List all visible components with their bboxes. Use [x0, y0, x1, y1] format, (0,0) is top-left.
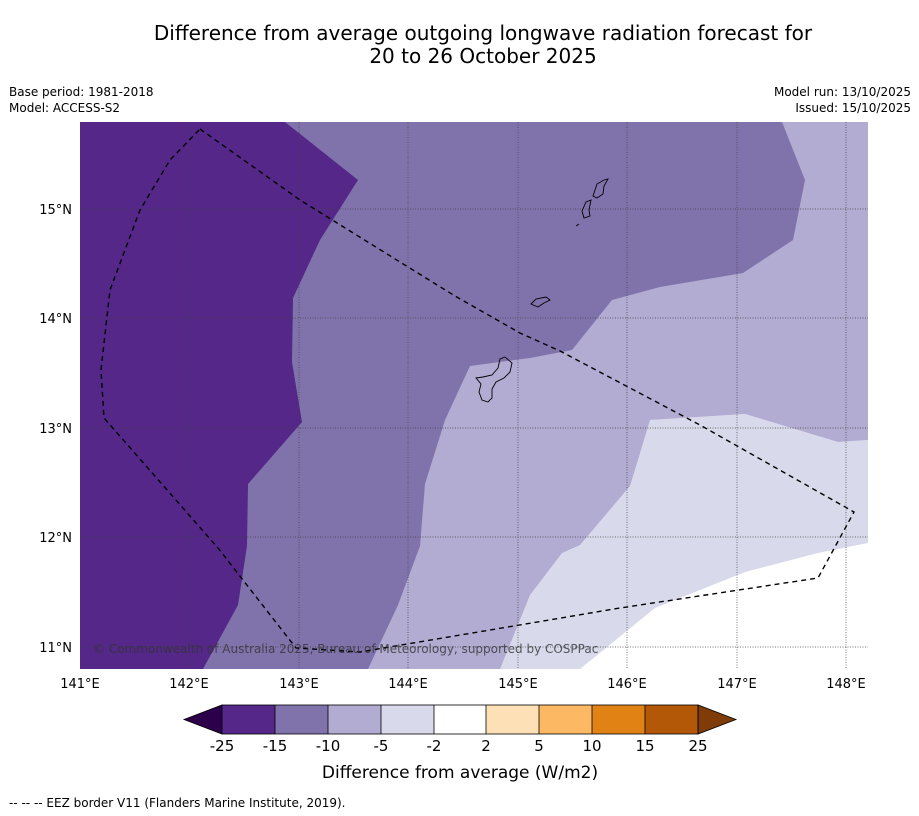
- chart-title: Difference from average outgoing longwav…: [0, 22, 919, 68]
- lat-label: 12°N: [39, 531, 72, 546]
- shaded-map: [80, 122, 868, 669]
- lon-label: 145°E: [498, 677, 538, 692]
- issued-text: Issued: 15/10/2025: [795, 101, 911, 115]
- colorbar-outline: [221, 704, 699, 735]
- colorbar-label: Difference from average (W/m2): [322, 763, 598, 783]
- colorbar-cell: [486, 705, 539, 734]
- colorbar-tick: 2: [481, 737, 491, 755]
- island-guam: [475, 356, 513, 403]
- islands: [475, 178, 609, 403]
- lon-label: 142°E: [169, 677, 209, 692]
- lon-label: 146°E: [607, 677, 647, 692]
- colorbar-tick: -15: [263, 737, 288, 755]
- colorbar-cell: [381, 705, 434, 734]
- colorbar-tick: -10: [316, 737, 341, 755]
- colorbar-cell: [222, 705, 275, 734]
- lon-label: 144°E: [388, 677, 428, 692]
- colorbar-tick: -2: [427, 737, 442, 755]
- colorbar-tick: -25: [210, 737, 235, 755]
- title-line-1: Difference from average outgoing longwav…: [153, 21, 813, 45]
- colorbar-extend-high: [697, 704, 738, 735]
- band-m25-m15: [80, 122, 358, 669]
- meta-right: Model run: 13/10/2025 Issued: 15/10/2025: [774, 84, 911, 116]
- colorbar-tick: 5: [534, 737, 544, 755]
- lon-label: 147°E: [717, 677, 757, 692]
- colorbar-cell: [434, 705, 486, 734]
- lon-label: 143°E: [279, 677, 319, 692]
- colorbar-cell: [645, 705, 698, 734]
- lat-label: 13°N: [39, 422, 72, 437]
- lon-label: 148°E: [826, 677, 866, 692]
- copyright-text: © Commonwealth of Australia 2025, Bureau…: [93, 642, 598, 656]
- lat-labels: 15°N 14°N 13°N 12°N 11°N: [39, 203, 72, 656]
- island-aguijan: [575, 223, 580, 227]
- colorbar-tick: -5: [374, 737, 389, 755]
- base-period-text: Base period: 1981-2018: [9, 85, 154, 99]
- colorbar: -25 -15 -10 -5 -2 2 5 10 15 25 Differenc…: [182, 704, 738, 783]
- lat-label: 14°N: [39, 312, 72, 327]
- colorbar-cell: [592, 705, 645, 734]
- lon-labels: 141°E 142°E 143°E 144°E 145°E 146°E 147°…: [60, 677, 866, 692]
- island-tinian: [581, 199, 592, 219]
- colorbar-extend-low: [182, 704, 223, 735]
- title-line-2: 20 to 26 October 2025: [369, 44, 597, 68]
- lat-label: 11°N: [39, 641, 72, 656]
- gridlines: [80, 122, 868, 669]
- colorbar-cell: [328, 705, 381, 734]
- lat-label: 15°N: [39, 203, 72, 218]
- colorbar-cell: [539, 705, 592, 734]
- island-rota: [530, 296, 551, 308]
- island-saipan: [592, 178, 609, 199]
- lon-label: 141°E: [60, 677, 100, 692]
- colorbar-cell: [275, 705, 328, 734]
- colorbar-tick: 25: [688, 737, 707, 755]
- colorbar-tick: 15: [635, 737, 654, 755]
- footer-legend: -- -- -- EEZ border V11 (Flanders Marine…: [9, 796, 346, 810]
- meta-left: Base period: 1981-2018 Model: ACCESS-S2: [9, 84, 154, 116]
- colorbar-tick: 10: [582, 737, 601, 755]
- model-text: Model: ACCESS-S2: [9, 101, 121, 115]
- model-run-text: Model run: 13/10/2025: [773, 85, 911, 99]
